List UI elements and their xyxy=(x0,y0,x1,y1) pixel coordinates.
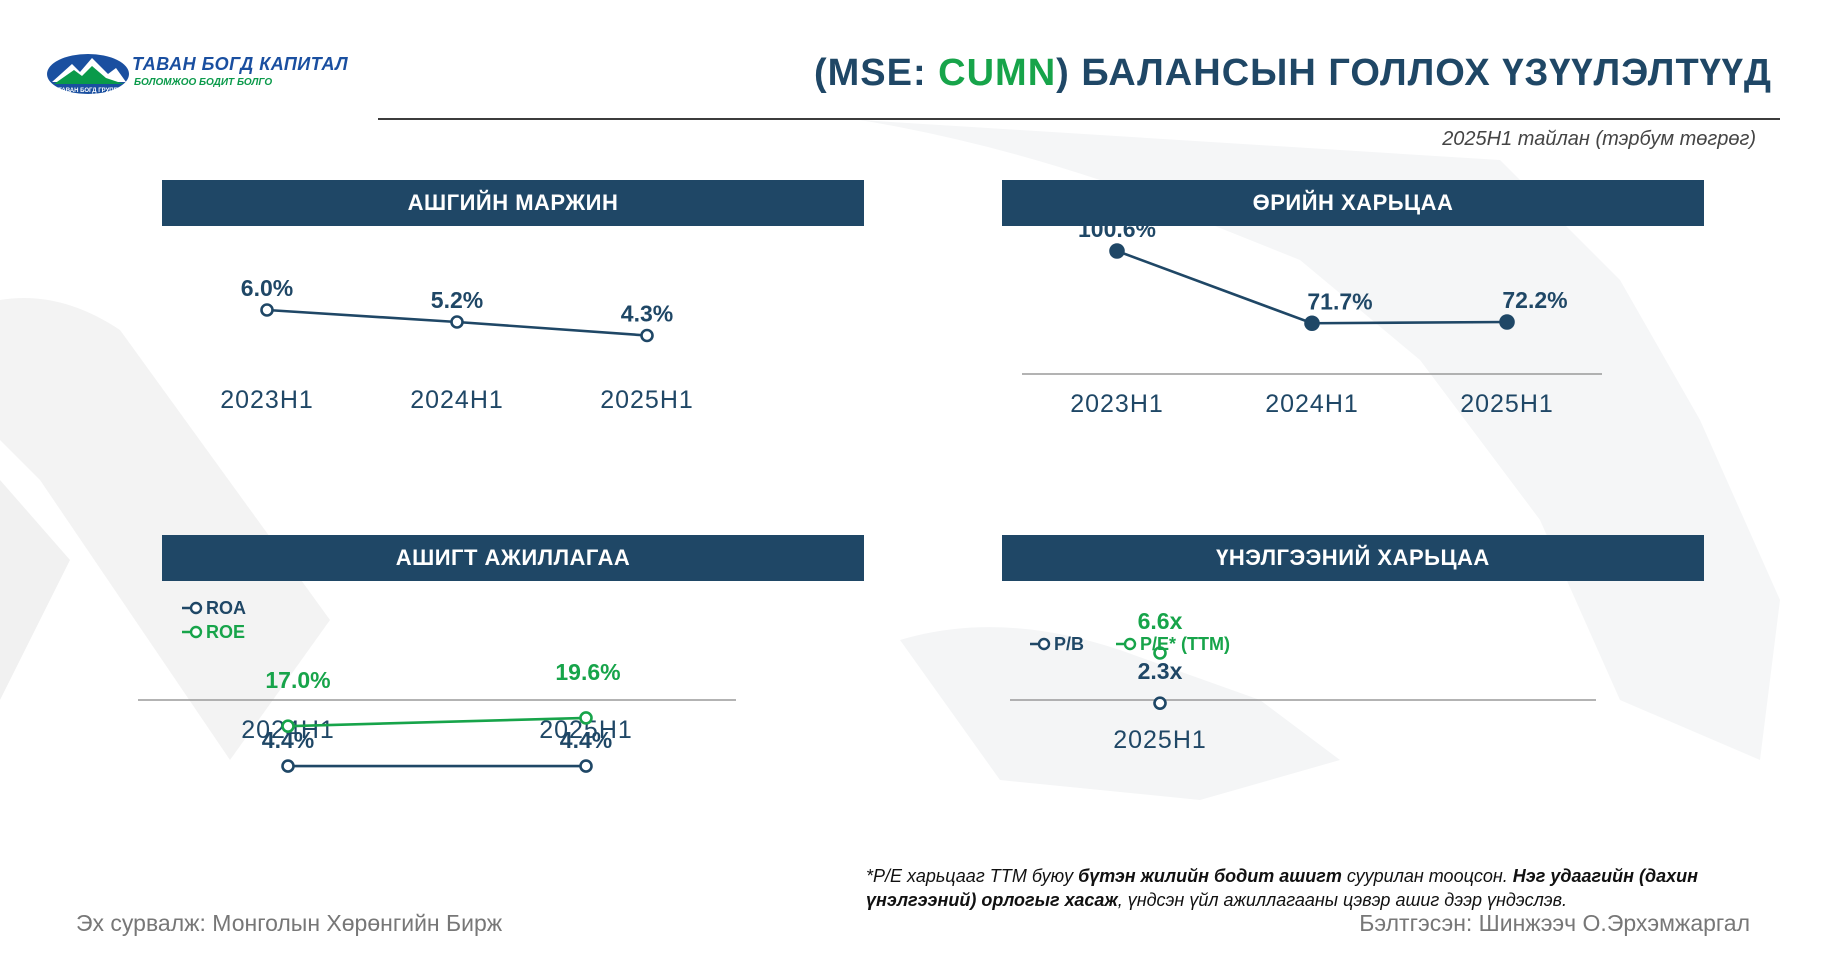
data-label: 19.6% xyxy=(555,659,620,685)
page-title: (MSE: CUMN) БАЛАНСЫН ГОЛЛОХ ҮЗҮҮЛЭЛТҮҮД xyxy=(814,52,1772,95)
x-tick-label: 2024H1 xyxy=(410,386,504,414)
x-tick-label: 2024H1 xyxy=(1265,390,1359,418)
data-label: 17.0% xyxy=(265,667,330,693)
valuation-chart: 2025H1 2.3x 6.6x P/B P/E* (TTM) xyxy=(1010,608,1596,754)
footnote: *P/E харьцааг ТТМ буюу бүтэн жилийн боди… xyxy=(866,864,1796,912)
panel-header-profitability: АШИГТ АЖИЛЛАГАА xyxy=(162,535,864,581)
company-slogan: БОЛОМЖОО БОДИТ БОЛГО xyxy=(134,77,273,88)
legend-label-roa: ROA xyxy=(206,598,246,618)
data-point xyxy=(281,759,295,773)
data-source: Эх сурвалж: Монголын Хөрөнгийн Бирж xyxy=(76,910,503,936)
x-tick-label: 2023H1 xyxy=(220,386,314,414)
data-point xyxy=(579,711,593,725)
data-point xyxy=(281,719,295,733)
footnote-bold-2: Нэг удаагийн (дахин үнэлгээний) орлогыг … xyxy=(866,866,1698,910)
company-logo: ТАВАН БОГД ГРУПП ТАВАН БОГД КАПИТАЛ БОЛО… xyxy=(46,50,349,100)
title-divider xyxy=(378,118,1780,120)
data-point xyxy=(260,303,274,317)
footnote-text-2: суурилан тооцсон. xyxy=(1341,866,1513,886)
footnote-bold-1: бүтэн жилийн бодит ашигт xyxy=(1078,866,1342,886)
data-point xyxy=(1499,314,1515,330)
legend-marker xyxy=(189,601,203,615)
gross-margin-chart: 2023H1 2024H1 2025H1 6.0% 5.2% 4.3% xyxy=(220,275,694,414)
series-line-roe xyxy=(287,716,587,728)
legend-marker xyxy=(189,625,203,639)
data-label: 6.6x xyxy=(1138,608,1183,634)
company-name: ТАВАН БОГД КАПИТАЛ xyxy=(132,54,349,74)
data-label: 4.4% xyxy=(560,727,612,753)
data-point xyxy=(1109,243,1125,259)
data-point xyxy=(1153,646,1167,660)
data-label: 72.2% xyxy=(1502,287,1567,313)
data-point xyxy=(1153,696,1167,710)
panel-header-valuation: ҮНЭЛГЭЭНИЙ ХАРЬЦАА xyxy=(1002,535,1704,581)
data-point xyxy=(640,328,654,343)
data-label: 71.7% xyxy=(1307,288,1372,314)
data-label: 5.2% xyxy=(431,287,483,313)
prepared-by: Бэлтгэсэн: Шинжээч О.Эрхэмжаргал xyxy=(1359,910,1750,936)
logo-mark-text: ТАВАН БОГД ГРУПП xyxy=(58,88,118,94)
data-label: 100.6% xyxy=(1078,216,1156,242)
data-point xyxy=(450,315,464,329)
title-prefix: (MSE: xyxy=(813,52,939,94)
legend-marker xyxy=(1123,637,1137,651)
mountain-logo-icon: ТАВАН БОГД ГРУПП xyxy=(47,54,129,94)
legend-label-p-e-ttm-: P/E* (TTM) xyxy=(1140,634,1230,654)
footnote-text-1: *P/E харьцааг ТТМ буюу xyxy=(866,866,1079,886)
x-tick-label: 2025H1 xyxy=(1113,726,1207,754)
report-subtitle: 2025H1 тайлан (тэрбум төгрөг) xyxy=(1442,128,1756,150)
title-ticker: CUMN xyxy=(938,52,1057,94)
x-tick-label: 2025H1 xyxy=(1460,390,1554,418)
debt-ratio-chart: 2023H1 2024H1 2025H1 100.6% 71.7% 72.2% xyxy=(1022,216,1602,418)
legend-marker xyxy=(1037,637,1051,651)
data-label: 2.3x xyxy=(1138,658,1183,684)
panel-header-debt-ratio: ӨРИЙН ХАРЬЦАА xyxy=(1002,180,1704,226)
legend-label-roe: ROE xyxy=(206,622,245,642)
footnote-text-3: , үндсэн үйл ажиллагааны цэвэр ашиг дээр… xyxy=(1117,890,1568,910)
panel-header-gross-margin: АШГИЙН МАРЖИН xyxy=(162,180,864,226)
x-tick-label: 2025H1 xyxy=(600,386,694,414)
data-label: 6.0% xyxy=(241,275,293,301)
title-suffix: ) БАЛАНСЫН ГОЛЛОХ ҮЗҮҮЛЭЛТҮҮД xyxy=(1056,52,1772,94)
x-tick-label: 2023H1 xyxy=(1070,390,1164,418)
data-point xyxy=(1304,315,1320,332)
legend-label-p-b: P/B xyxy=(1054,634,1084,654)
data-label: 4.3% xyxy=(621,301,673,327)
data-point xyxy=(579,759,593,773)
